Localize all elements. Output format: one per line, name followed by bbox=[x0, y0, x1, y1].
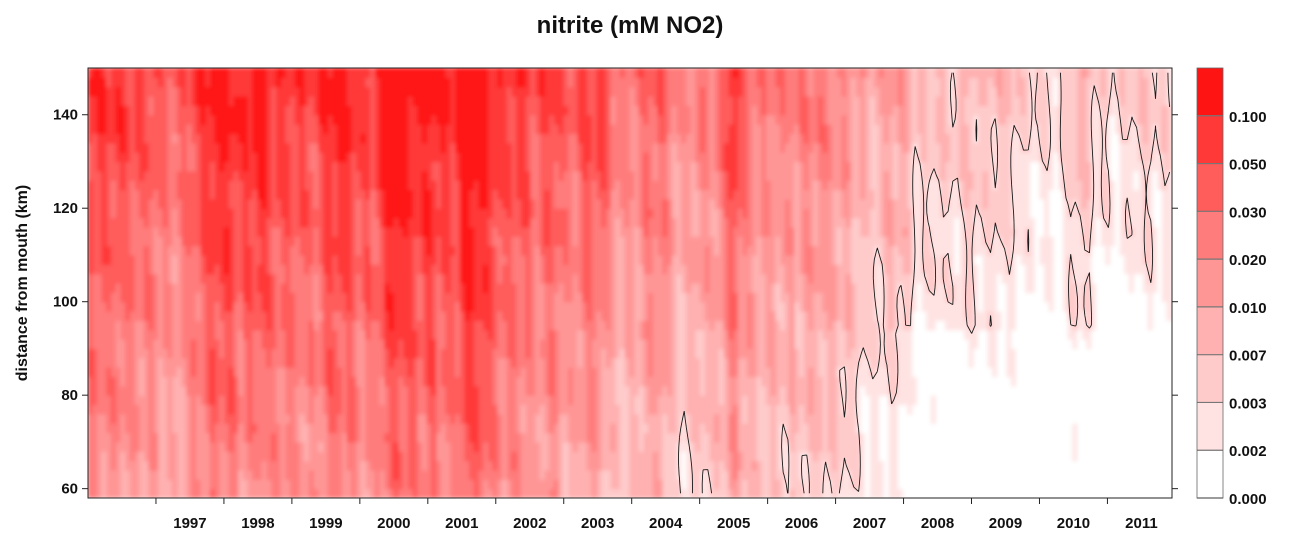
colorbar-swatch bbox=[1197, 115, 1223, 165]
plot-frame bbox=[87, 67, 1173, 499]
y-tick-label: 120 bbox=[53, 200, 78, 217]
x-tick-label: 1998 bbox=[241, 515, 274, 532]
colorbar-label: 0.050 bbox=[1229, 157, 1267, 174]
y-tick-label: 60 bbox=[61, 481, 78, 498]
colorbar-label: 0.100 bbox=[1229, 109, 1267, 126]
colorbar-label: 0.020 bbox=[1229, 252, 1267, 269]
colorbar-swatch bbox=[1197, 68, 1223, 117]
x-tick-label: 2005 bbox=[717, 515, 750, 532]
y-tick-label: 140 bbox=[53, 107, 78, 124]
colorbar-swatch bbox=[1197, 354, 1223, 403]
colorbar-legend: 0.000 0.002 0.003 0.007 0.010 0.020 0.030 0.050… bbox=[1196, 67, 1267, 508]
colorbar-swatch bbox=[1197, 450, 1223, 499]
heatmap-field bbox=[88, 68, 1172, 498]
colorbar-swatch bbox=[1197, 163, 1223, 212]
colorbar-swatch bbox=[1197, 402, 1223, 451]
colorbar-label: 0.030 bbox=[1229, 204, 1267, 221]
y-axis-label: distance from mouth (km) bbox=[14, 185, 31, 381]
colorbar-label: 0.010 bbox=[1229, 300, 1267, 317]
x-tick-label: 2001 bbox=[445, 515, 478, 532]
y-tick-label: 100 bbox=[53, 294, 78, 311]
y-axis: 60 80 100 120 140 bbox=[53, 107, 1178, 498]
x-tick-label: 2006 bbox=[785, 515, 818, 532]
x-tick-label: 2008 bbox=[921, 515, 954, 532]
colorbar-swatch bbox=[1197, 306, 1223, 356]
contour-path bbox=[678, 72, 1171, 494]
x-tick-label: 2003 bbox=[581, 515, 614, 532]
colorbar-label: 0.002 bbox=[1229, 443, 1267, 460]
colorbar-frame bbox=[1196, 67, 1224, 499]
x-tick-label: 2011 bbox=[1125, 515, 1158, 532]
colorbar-label: 0.000 bbox=[1229, 491, 1267, 508]
x-tick-label: 2007 bbox=[853, 515, 886, 532]
chart-title: nitrite (mM NO2) bbox=[536, 12, 724, 39]
colorbar-swatch bbox=[1197, 259, 1223, 308]
x-tick-label: 1999 bbox=[309, 515, 342, 532]
x-tick-label: 2004 bbox=[649, 515, 683, 532]
contour-lines bbox=[678, 72, 1171, 494]
x-axis: 1997 1998 1999 2000 2001 2002 2003 2004 2005 2006… bbox=[155, 498, 1158, 532]
x-tick-label: 2009 bbox=[989, 515, 1022, 532]
colorbar-label: 0.007 bbox=[1229, 348, 1267, 365]
x-tick-label: 2010 bbox=[1057, 515, 1090, 532]
x-tick-label: 2002 bbox=[513, 515, 546, 532]
y-tick-label: 80 bbox=[61, 387, 78, 404]
x-tick-label: 1997 bbox=[173, 515, 206, 532]
x-tick-label: 2000 bbox=[377, 515, 410, 532]
colorbar-swatch bbox=[1197, 211, 1223, 260]
colorbar-label: 0.003 bbox=[1229, 395, 1267, 412]
